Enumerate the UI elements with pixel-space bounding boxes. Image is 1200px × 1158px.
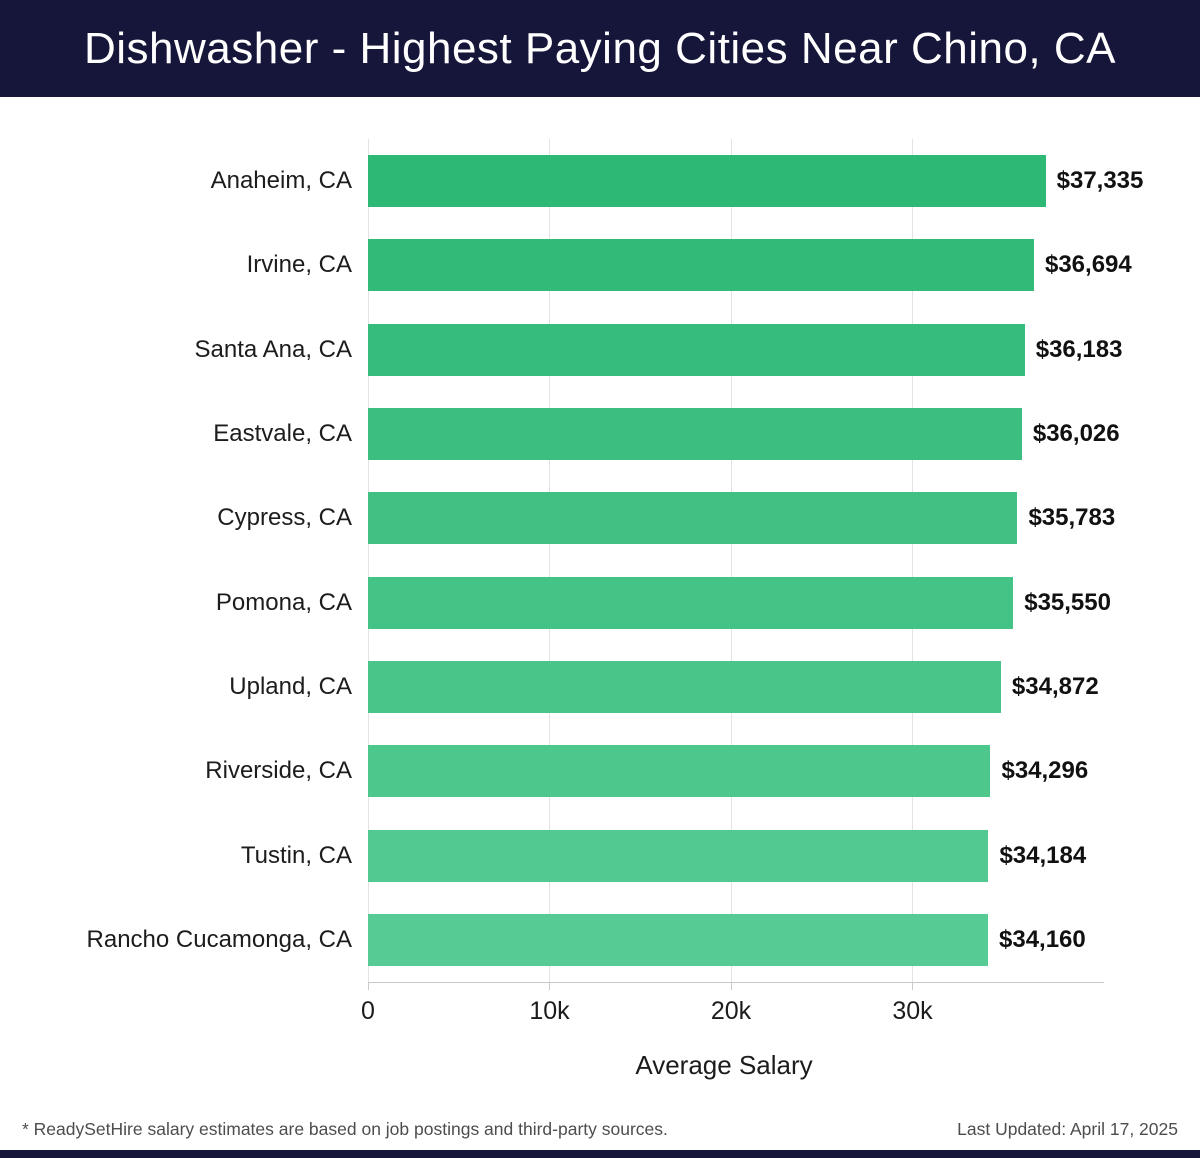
x-axis-line xyxy=(368,982,1104,983)
category-label: Pomona, CA xyxy=(215,588,352,616)
chart-title: Dishwasher - Highest Paying Cities Near … xyxy=(83,23,1116,73)
value-label: $34,872 xyxy=(1011,672,1099,700)
x-tick-label: 10k xyxy=(529,997,570,1025)
gridline-10k xyxy=(549,139,550,982)
value-label: $34,160 xyxy=(999,925,1086,953)
value-label: $35,783 xyxy=(1028,504,1116,532)
category-label: Upland, CA xyxy=(229,672,352,700)
header-bar: Dishwasher - Highest Paying Cities Near … xyxy=(0,0,1200,97)
value-label: $36,026 xyxy=(1032,420,1120,448)
category-label: Eastvale, CA xyxy=(213,420,352,448)
bar-rancho-cucamonga-ca xyxy=(368,913,988,966)
gridline-20k xyxy=(730,139,732,982)
bar-upland-ca xyxy=(368,660,1001,713)
category-label: Irvine, CA xyxy=(246,251,352,279)
value-label: $34,184 xyxy=(999,841,1087,869)
bar-cypress-ca xyxy=(368,492,1018,545)
bar-riverside-ca xyxy=(368,745,991,798)
bar-tustin-ca xyxy=(368,829,989,882)
value-label: $36,694 xyxy=(1044,251,1132,279)
last-updated-note: Last Updated: April 17, 2025 xyxy=(957,1119,1178,1139)
value-label: $37,335 xyxy=(1056,167,1144,195)
gridline-0 xyxy=(367,139,369,982)
value-label: $36,183 xyxy=(1035,335,1123,363)
x-tick-label: 30k xyxy=(892,997,933,1025)
bar-pomona-ca xyxy=(368,576,1014,629)
category-label: Tustin, CA xyxy=(240,841,352,869)
x-tick-mark xyxy=(912,982,913,990)
category-label: Anaheim, CA xyxy=(210,167,352,195)
category-label: Cypress, CA xyxy=(217,504,352,532)
bar-santa-ana-ca xyxy=(368,323,1025,376)
x-tick-mark xyxy=(730,982,732,990)
category-label: Rancho Cucamonga, CA xyxy=(86,925,352,953)
x-tick-mark xyxy=(367,982,369,990)
x-tick-label: 0 xyxy=(361,997,375,1025)
disclaimer-note: * ReadySetHire salary estimates are base… xyxy=(22,1119,668,1139)
x-tick-mark xyxy=(549,982,550,990)
x-tick-label: 20k xyxy=(710,997,752,1025)
category-label: Riverside, CA xyxy=(205,757,352,785)
gridline-30k xyxy=(912,139,913,982)
bar-eastvale-ca xyxy=(368,408,1022,461)
x-axis-title: Average Salary xyxy=(635,1050,813,1080)
footer-accent-bar xyxy=(0,1150,1200,1158)
bar-anaheim-ca xyxy=(368,155,1046,208)
bar-irvine-ca xyxy=(368,239,1034,292)
value-label: $35,550 xyxy=(1024,588,1111,616)
category-label: Santa Ana, CA xyxy=(194,335,352,363)
value-label: $34,296 xyxy=(1001,757,1089,785)
